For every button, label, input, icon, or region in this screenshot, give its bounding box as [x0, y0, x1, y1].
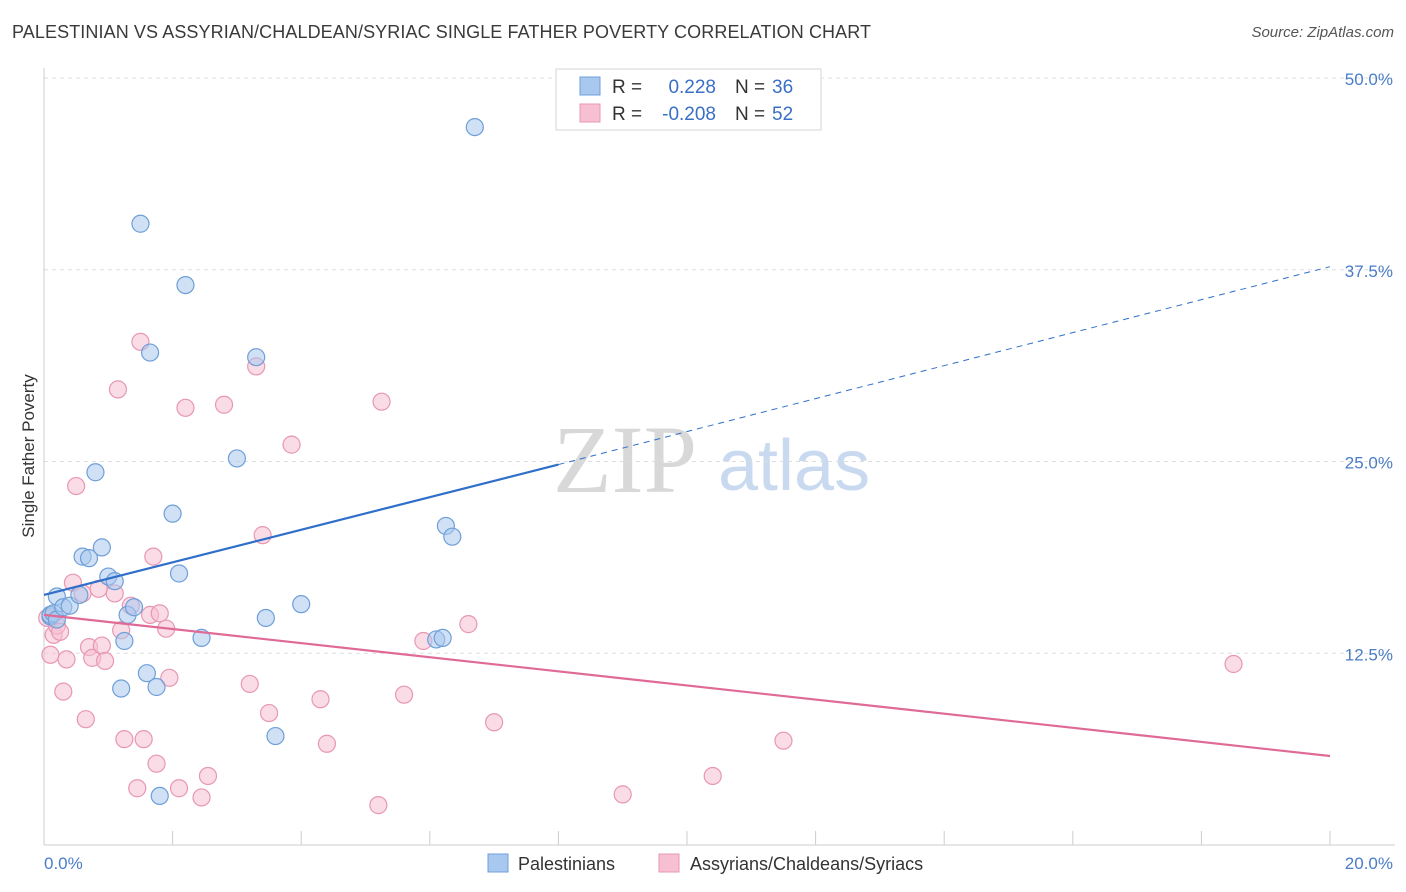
point-assyrians	[214, 395, 234, 414]
point-palestinians	[147, 677, 166, 697]
point-assyrians	[311, 690, 330, 709]
x-tick-label-min: 0.0%	[44, 854, 83, 873]
chart-title: PALESTINIAN VS ASSYRIAN/CHALDEAN/SYRIAC …	[12, 22, 872, 42]
point-assyrians	[774, 731, 793, 750]
point-assyrians	[128, 779, 147, 798]
grid-lines	[44, 77, 1395, 654]
y-tick-label: 37.5%	[1345, 262, 1393, 281]
watermark-zip: ZIP	[553, 406, 697, 513]
chart-source: Source: ZipAtlas.com	[1251, 24, 1394, 41]
point-assyrians	[459, 615, 478, 634]
bottom-legend: Palestinians Assyrians/Chaldeans/Syriacs	[487, 853, 923, 874]
legend-r-value-blue: 0.228	[668, 77, 716, 98]
point-palestinians	[70, 585, 89, 605]
point-assyrians	[92, 636, 111, 655]
x-tick-label-max: 20.0%	[1345, 854, 1393, 873]
point-assyrians	[372, 392, 391, 411]
point-assyrians	[144, 547, 163, 566]
point-palestinians	[150, 786, 169, 806]
series-palestinians-points	[41, 117, 484, 806]
legend-n-label-pink: N =	[735, 104, 765, 125]
point-palestinians	[433, 628, 452, 648]
point-assyrians	[394, 685, 414, 704]
point-assyrians	[369, 796, 388, 815]
point-assyrians	[76, 710, 95, 729]
watermark-atlas: atlas	[718, 426, 870, 506]
point-assyrians	[317, 734, 337, 753]
point-assyrians	[259, 703, 279, 723]
point-palestinians	[176, 275, 195, 295]
point-palestinians	[247, 348, 266, 367]
point-palestinians	[443, 527, 462, 546]
point-assyrians	[703, 766, 722, 786]
point-assyrians	[147, 754, 166, 773]
series-assyrians-points	[38, 332, 1243, 815]
x-axis-ticks	[172, 831, 1331, 845]
point-assyrians	[57, 650, 76, 669]
legend-n-value-blue: 36	[772, 77, 793, 98]
point-palestinians	[112, 679, 131, 698]
y-tick-label: 25.0%	[1345, 454, 1393, 473]
bottom-legend-label-assyrians: Assyrians/Chaldeans/Syriacs	[690, 854, 923, 874]
y-tick-label: 50.0%	[1345, 70, 1393, 89]
point-assyrians	[160, 668, 179, 687]
point-palestinians	[465, 117, 484, 137]
trend-lines	[43, 266, 1331, 758]
point-assyrians	[169, 779, 189, 798]
trend-line-palestinians	[43, 463, 559, 597]
point-assyrians	[150, 604, 169, 623]
point-palestinians	[227, 449, 246, 468]
point-assyrians	[485, 713, 504, 732]
y-axis-tick-labels: 12.5% 25.0% 37.5% 50.0%	[1345, 70, 1393, 664]
point-palestinians	[131, 214, 150, 233]
point-assyrians	[240, 674, 259, 694]
point-palestinians	[256, 608, 275, 628]
point-palestinians	[137, 664, 156, 683]
point-assyrians	[613, 785, 632, 804]
legend-box: R = 0.228 N = 36 R = -0.208 N = 52	[555, 68, 822, 131]
y-tick-label: 12.5%	[1345, 645, 1393, 664]
legend-r-label-blue: R =	[612, 77, 642, 98]
point-assyrians	[67, 476, 86, 496]
point-palestinians	[140, 343, 160, 362]
y-axis-label: Single Father Poverty	[19, 374, 38, 538]
trend-line-assyrians	[43, 613, 1331, 758]
point-assyrians	[41, 645, 60, 664]
point-assyrians	[108, 380, 128, 399]
bottom-legend-label-palestinians: Palestinians	[518, 854, 615, 874]
point-assyrians	[176, 398, 195, 417]
point-assyrians	[198, 766, 218, 786]
point-palestinians	[163, 504, 182, 523]
bottom-legend-swatch-blue	[487, 853, 509, 873]
point-palestinians	[86, 463, 105, 482]
point-palestinians	[124, 598, 144, 617]
legend-r-value-pink: -0.208	[662, 104, 716, 125]
point-palestinians	[79, 549, 99, 568]
point-palestinians	[92, 538, 111, 557]
legend-n-value-pink: 52	[772, 104, 793, 125]
point-palestinians	[115, 631, 134, 651]
point-assyrians	[1224, 654, 1243, 674]
point-assyrians	[192, 788, 211, 807]
legend-r-label-pink: R =	[612, 104, 642, 125]
point-assyrians	[95, 651, 115, 671]
legend-swatch-pink	[579, 103, 601, 123]
point-assyrians	[115, 730, 134, 749]
point-palestinians	[266, 726, 285, 746]
point-assyrians	[282, 435, 301, 454]
point-palestinians	[169, 564, 189, 583]
point-assyrians	[54, 682, 73, 701]
trend-line-palestinians-extension	[558, 266, 1331, 466]
bottom-legend-swatch-pink	[658, 853, 680, 873]
legend-swatch-blue	[579, 76, 601, 96]
point-palestinians	[292, 595, 311, 614]
legend-n-label-blue: N =	[735, 77, 765, 98]
point-assyrians	[134, 730, 153, 749]
